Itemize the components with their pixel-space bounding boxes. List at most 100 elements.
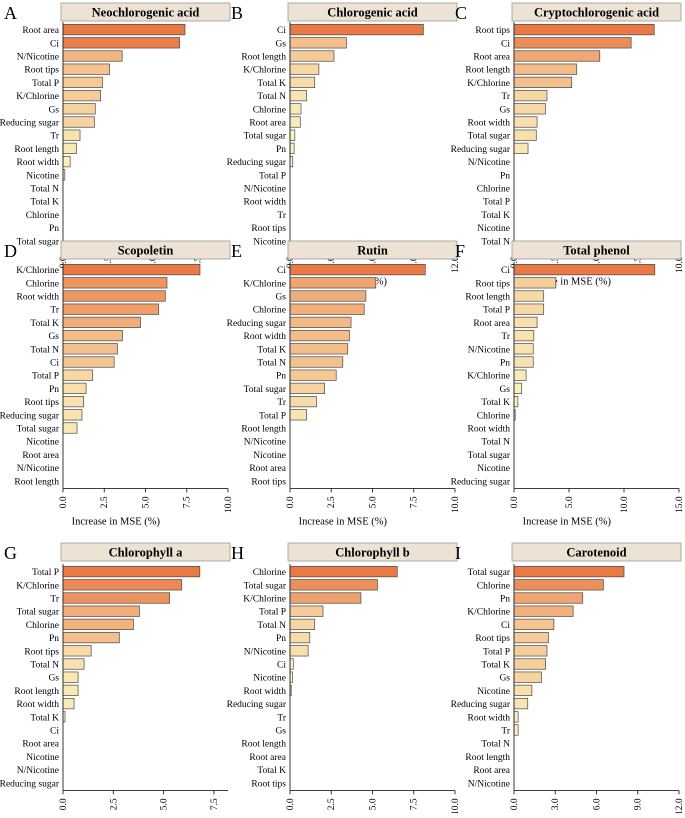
bar	[62, 579, 183, 591]
chart-title-box	[60, 240, 231, 260]
category-label: Root area	[22, 451, 59, 461]
x-tick-label: 0.0	[286, 496, 296, 508]
bar	[513, 89, 548, 102]
category-label: Tr	[50, 306, 59, 316]
category-label: Tr	[277, 713, 286, 723]
x-tick-label: 9.0	[634, 798, 644, 810]
category-label: Root width	[244, 687, 287, 697]
chart-panel-g: G Chlorophyll a Total P K/Chlorine Tr Total s…	[0, 542, 231, 810]
category-label: Root tips	[251, 224, 286, 234]
panel-letter: H	[231, 543, 244, 563]
bar	[513, 24, 655, 36]
category-label: N/Nicotine	[17, 53, 59, 63]
chart-title-box	[287, 2, 458, 22]
category-label: Root width	[17, 158, 60, 168]
bar	[289, 129, 296, 141]
bar	[62, 290, 166, 302]
category-label: Reducing sugar	[0, 779, 60, 789]
bar	[513, 303, 545, 315]
category-label: Total sugar	[244, 132, 287, 142]
bar	[289, 382, 326, 394]
category-label: Total sugar	[468, 568, 511, 578]
category-label: Ci	[501, 621, 510, 631]
chart-title-box	[60, 2, 231, 22]
category-label: Tr	[501, 92, 510, 102]
panel-letter: B	[231, 3, 243, 23]
category-label: Pn	[49, 385, 59, 395]
panel-letter: F	[455, 241, 465, 261]
x-tick-label: 10.0	[451, 798, 461, 813]
bar	[62, 50, 123, 62]
bar	[513, 63, 578, 75]
category-label: Nicotine	[26, 171, 59, 181]
category-label: Root width	[244, 332, 287, 342]
chart-title-box	[287, 542, 458, 562]
chart-title: Chlorophyll a	[109, 546, 183, 560]
category-label: Nicotine	[477, 687, 510, 697]
bar	[513, 565, 625, 578]
category-label: Root width	[468, 713, 511, 723]
x-tick-label: 7.5	[183, 496, 193, 508]
bar	[62, 409, 83, 421]
bar	[62, 356, 115, 368]
x-tick-label: 10.0	[224, 496, 234, 513]
category-label: Nicotine	[26, 438, 59, 448]
bar	[513, 290, 545, 302]
category-label: Reducing sugar	[451, 145, 511, 155]
category-label: Chlorine	[253, 568, 286, 578]
x-tick-label: 5.0	[369, 798, 379, 810]
bar	[289, 264, 426, 276]
x-tick-label: 7.5	[634, 256, 644, 268]
x-tick-label: 12.0	[451, 256, 461, 273]
bar	[289, 103, 302, 115]
bar	[289, 303, 365, 315]
category-label: Root tips	[251, 779, 286, 789]
bar	[513, 724, 519, 736]
bar	[289, 605, 324, 617]
bar	[62, 605, 140, 617]
bar	[513, 369, 527, 381]
x-tick-label: 0.0	[286, 798, 296, 810]
bar	[513, 142, 529, 154]
x-tick-label: 9.0	[410, 256, 420, 268]
bar	[62, 618, 134, 631]
panel-letter: G	[4, 543, 17, 563]
category-label: Ci	[50, 359, 59, 369]
category-label: Root tips	[251, 477, 286, 487]
category-label: Nicotine	[253, 237, 286, 247]
bar	[62, 303, 160, 315]
bar	[289, 24, 424, 36]
x-tick-label: 2.5	[100, 496, 110, 508]
bar	[289, 369, 337, 381]
bar	[62, 89, 102, 102]
category-label: Root width	[468, 425, 511, 435]
category-label: Total N	[257, 92, 286, 102]
x-axis-label: Increase in MSE (%)	[72, 516, 161, 527]
category-label: Root length	[241, 425, 286, 435]
category-label: Pn	[500, 171, 510, 181]
chart-title-box	[511, 240, 682, 260]
chart-panel-f: F Total phenol Ci Root tips Root length Total…	[451, 240, 685, 527]
category-label: Gs	[48, 332, 59, 342]
chart-panel-b: B Chlorogenic acid Ci Gs Root length K/Chlori…	[227, 2, 461, 287]
bar	[289, 290, 367, 302]
category-label: Total sugar	[17, 237, 60, 247]
bar	[513, 631, 549, 644]
bar	[62, 103, 96, 115]
category-label: Root width	[17, 293, 60, 303]
category-label: N/Nicotine	[468, 779, 510, 789]
x-tick-label: 5.0	[593, 256, 603, 268]
bar	[513, 116, 538, 128]
bar	[289, 63, 320, 75]
category-label: Nicotine	[253, 451, 286, 461]
category-label: Gs	[48, 674, 59, 684]
category-label: K/Chlorine	[467, 79, 510, 89]
chart-title: Neochlorogenic acid	[92, 6, 200, 20]
x-tick-label: 5.0	[149, 256, 159, 268]
x-tick-label: 0.0	[510, 798, 520, 810]
category-label: Total K	[30, 319, 59, 329]
chart-title-box	[287, 240, 458, 260]
category-label: Gs	[275, 293, 286, 303]
category-label: Root area	[249, 753, 286, 763]
